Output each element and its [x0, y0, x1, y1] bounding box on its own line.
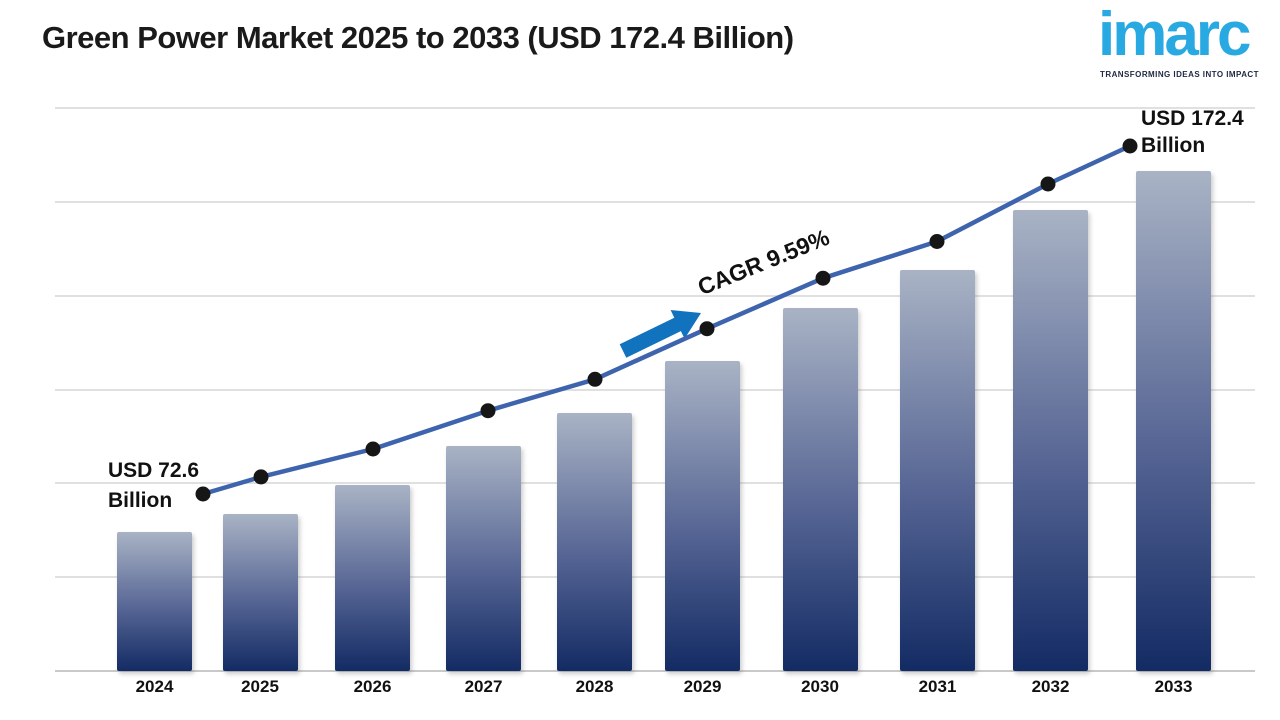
x-axis-label-2028: 2028: [575, 677, 614, 696]
bar-2027: [446, 445, 521, 671]
gridline: [55, 294, 1255, 297]
x-axis-label-2032: 2032: [1031, 677, 1070, 696]
bar-2031: [900, 270, 975, 671]
bar-2032: [1013, 210, 1088, 671]
trend-line: [202, 143, 1131, 497]
bar-2030: [782, 308, 858, 671]
data-point-2033: [1122, 138, 1138, 154]
data-point-2025: [253, 469, 269, 485]
imarc-brand-text: imarc: [1098, 0, 1251, 69]
bar-2033: [1136, 171, 1211, 671]
x-axis-label-2026: 2026: [353, 677, 392, 696]
data-point-2030: [815, 270, 831, 286]
x-axis-label-2031: 2031: [918, 677, 957, 696]
x-axis-line: [55, 670, 1255, 672]
start-value-label-line2: Billion: [108, 489, 173, 512]
gridline: [55, 482, 1255, 485]
bar-2025: [222, 514, 298, 671]
data-point-2029: [699, 321, 715, 337]
bar-2028: [557, 412, 632, 671]
data-point-2027: [480, 403, 496, 419]
gridline: [55, 200, 1255, 203]
data-point-2031: [929, 234, 945, 249]
gridline: [55, 576, 1255, 579]
page-title: Green Power Market 2025 to 2033 (USD 172…: [42, 20, 794, 55]
bar-2024: [117, 532, 192, 671]
data-point-2028: [587, 371, 603, 387]
data-point-2024: [195, 486, 211, 502]
gridline: [55, 388, 1255, 391]
x-axis-label-2024: 2024: [135, 677, 174, 696]
end-value-label-line2: Billion: [1141, 134, 1206, 157]
growth-arrow-icon: [619, 310, 701, 358]
x-axis-label-2033: 2033: [1154, 677, 1193, 696]
imarc-tagline: TRANSFORMING IDEAS INTO IMPACT: [1100, 70, 1259, 79]
x-axis-label-2027: 2027: [464, 677, 503, 696]
end-value-label-line1: USD 172.4: [1141, 107, 1244, 130]
x-axis-label-2025: 2025: [241, 677, 279, 696]
imarc-logo: imarc TRANSFORMING IDEAS INTO IMPACT: [1098, 0, 1260, 84]
bar-2026: [335, 485, 410, 671]
x-axis-label-2030: 2030: [801, 677, 839, 696]
start-value-label-line1: USD 72.6: [108, 459, 200, 482]
x-axis-label-2029: 2029: [683, 677, 722, 696]
gridline: [55, 107, 1255, 109]
data-point-2032: [1040, 176, 1056, 192]
bar-2029: [665, 360, 740, 671]
data-point-2026: [365, 441, 381, 457]
